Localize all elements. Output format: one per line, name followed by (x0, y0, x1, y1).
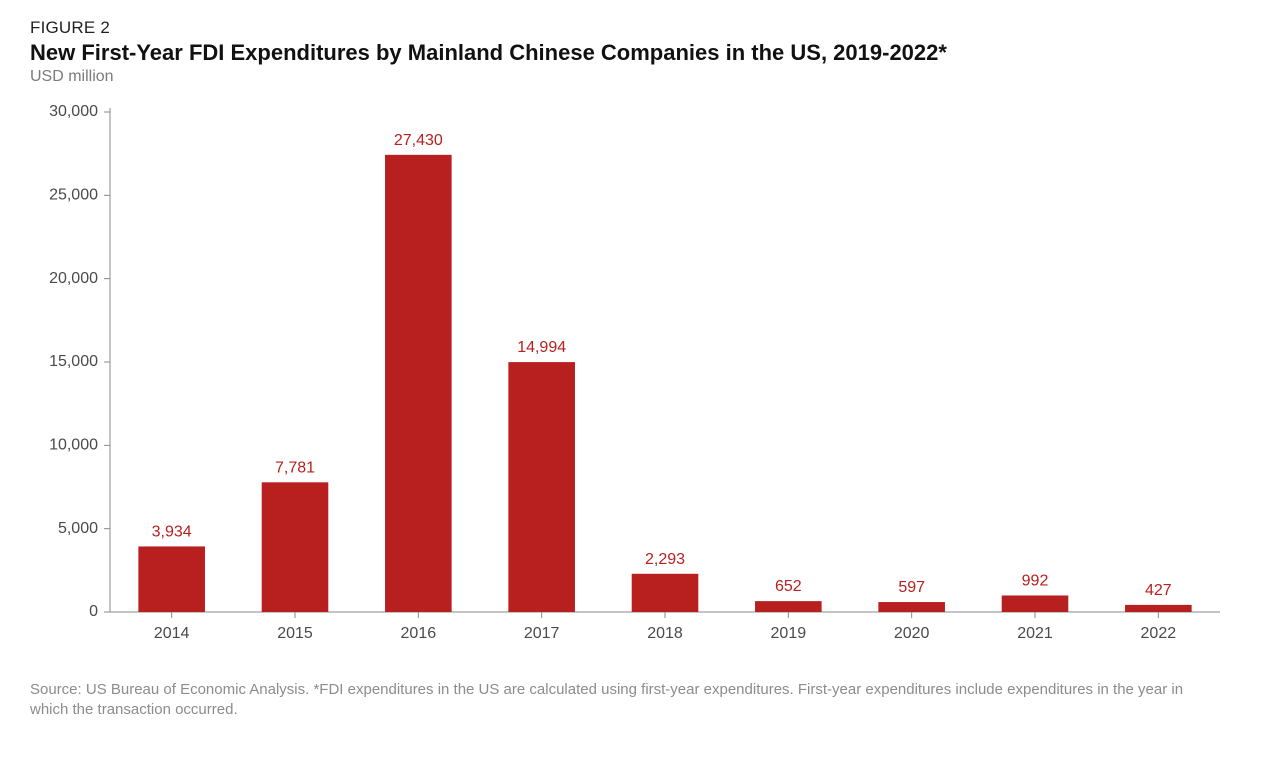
y-tick-label: 0 (89, 603, 98, 620)
bar-value-label: 14,994 (517, 339, 566, 356)
y-tick-label: 15,000 (49, 353, 98, 370)
source-note: Source: US Bureau of Economic Analysis. … (30, 680, 1210, 721)
bar-value-label: 7,781 (275, 459, 315, 476)
y-tick-label: 30,000 (49, 103, 98, 120)
y-tick-label: 10,000 (49, 437, 98, 454)
chart-area: 0 5,000 10,000 15,000 20,000 25,000 30,000 3,93… (30, 92, 1232, 652)
y-tick-label: 20,000 (49, 270, 98, 287)
bar-value-label: 2,293 (645, 551, 685, 568)
x-tick-label: 2014 (154, 625, 190, 642)
bar-value-label: 427 (1145, 582, 1172, 599)
x-tick-label: 2019 (771, 625, 807, 642)
x-tick-label: 2022 (1141, 625, 1177, 642)
chart-title: New First-Year FDI Expenditures by Mainl… (30, 40, 1232, 66)
bar-value-label: 597 (898, 579, 925, 596)
figure-label: FIGURE 2 (30, 18, 1232, 38)
x-tick-label: 2015 (277, 625, 313, 642)
x-tick-label: 2021 (1017, 625, 1053, 642)
bar-value-label: 992 (1022, 572, 1049, 589)
x-tick-label: 2017 (524, 625, 560, 642)
bar-value-label: 27,430 (394, 132, 443, 149)
y-tick-label: 5,000 (58, 520, 98, 537)
bar (262, 482, 329, 612)
chart-subtitle: USD million (30, 68, 1232, 86)
bar (508, 362, 575, 612)
bar (1125, 605, 1192, 612)
bar (755, 601, 822, 612)
bar-chart-svg: 0 5,000 10,000 15,000 20,000 25,000 30,000 3,93… (30, 92, 1230, 652)
bar (138, 546, 205, 612)
x-tick-label: 2020 (894, 625, 930, 642)
bar (878, 602, 945, 612)
x-tick-label: 2016 (401, 625, 437, 642)
bar (1002, 595, 1069, 612)
bar (385, 155, 452, 612)
bar-value-label: 652 (775, 578, 802, 595)
y-tick-label: 25,000 (49, 187, 98, 204)
bar (632, 574, 699, 612)
x-tick-label: 2018 (647, 625, 683, 642)
bar-value-label: 3,934 (152, 523, 192, 540)
figure-container: FIGURE 2 New First-Year FDI Expenditures… (0, 0, 1262, 761)
